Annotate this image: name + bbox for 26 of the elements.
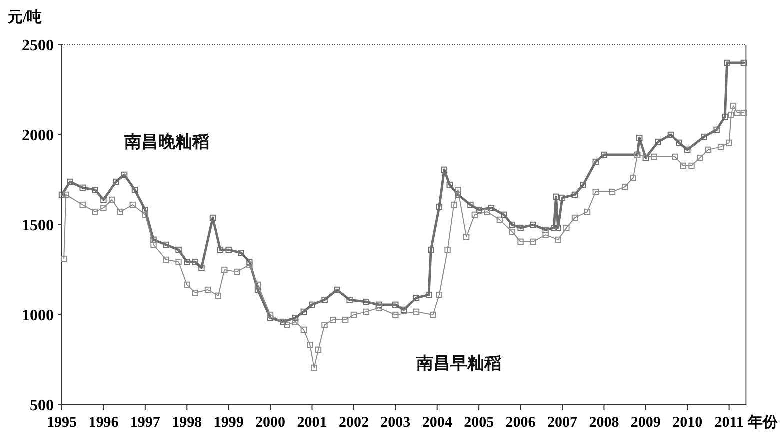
x-tick-label: 2002	[338, 415, 369, 431]
x-tick-label: 1999	[214, 415, 244, 431]
y-tick-label: 1000	[22, 308, 54, 325]
x-tick-label: 1995	[47, 415, 77, 431]
x-axis-title: 年份	[747, 414, 779, 431]
x-tick-label: 2000	[256, 415, 286, 431]
x-tick-label: 2001	[297, 415, 328, 431]
x-tick-label: 1998	[172, 415, 202, 431]
y-tick-label: 2500	[22, 38, 54, 55]
x-tick-label: 2006	[506, 415, 536, 431]
text: 南昌早籼稻	[416, 354, 502, 373]
x-tick-label: 2004	[422, 415, 453, 431]
x-tick-label: 2009	[630, 415, 661, 431]
x-tick-label: 2003	[380, 415, 411, 431]
series-label: 南昌晚籼稻	[124, 132, 210, 152]
y-tick-label: 2000	[22, 128, 54, 145]
x-tick-label: 2007	[547, 415, 578, 431]
x-tick-label: 2011	[714, 415, 744, 431]
y-axis-title: 元/吨	[7, 9, 42, 26]
y-tick-label: 500	[30, 398, 54, 415]
x-tick-label: 2008	[589, 415, 620, 431]
x-tick-label: 2010	[672, 415, 703, 431]
x-tick-label: 2005	[464, 415, 494, 431]
y-tick-label: 1500	[22, 218, 54, 235]
x-tick-label: 1997	[130, 415, 161, 431]
x-tick-label: 1996	[88, 415, 120, 431]
